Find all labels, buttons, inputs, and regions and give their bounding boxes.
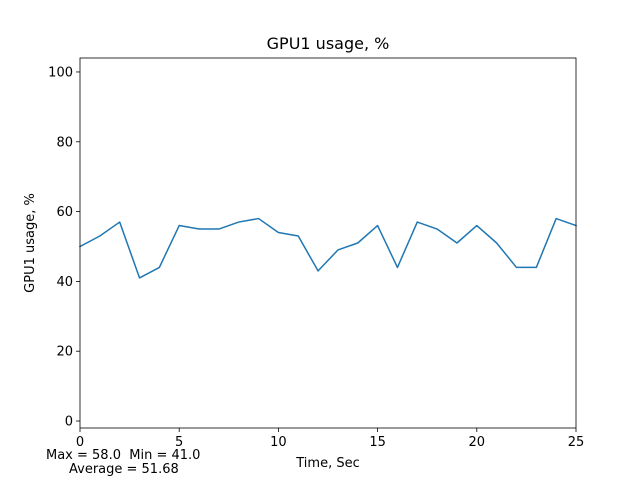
plot-frame [79,57,577,429]
y-axis-label: GPU1 usage, % [23,193,38,293]
x-axis-label: Time, Sec [295,456,359,471]
stats-max-min: Max = 58.0 Min = 41.0 [46,448,201,463]
y-tick-label: 60 [56,205,73,220]
y-tick-label: 40 [56,275,73,290]
y-tick-label: 0 [65,415,73,430]
x-tick-label: 25 [568,435,585,450]
chart-title: GPU1 usage, % [267,34,390,53]
series-line-1 [78,217,577,279]
x-tick-label: 15 [369,435,386,450]
y-tick-label: 20 [56,345,73,360]
stats-average: Average = 51.68 [69,462,179,477]
x-tick-label: 20 [469,435,486,450]
y-tick-label: 80 [56,135,73,150]
x-tick-label: 0 [76,435,84,450]
plot-area: 0 5 10 15 20 25 0 20 40 60 80 100 [48,57,585,450]
x-tick-label: 5 [175,435,183,450]
x-tick-label: 10 [270,435,287,450]
y-tick-label: 100 [48,65,73,80]
